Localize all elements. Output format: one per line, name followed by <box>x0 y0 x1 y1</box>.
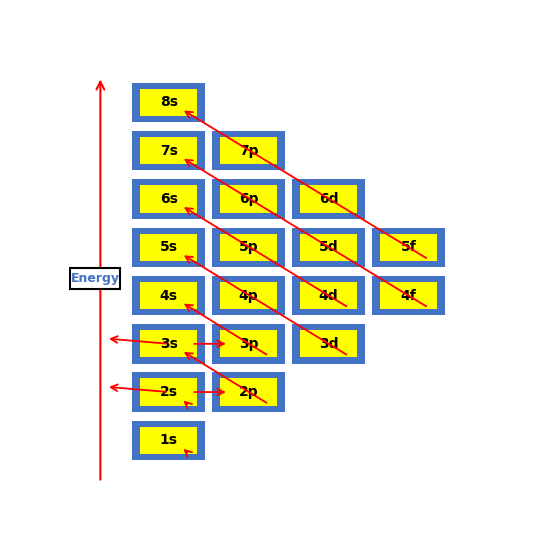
Bar <box>300 234 357 261</box>
Bar <box>132 179 205 219</box>
Bar <box>212 324 285 364</box>
Text: Energy: Energy <box>71 272 120 285</box>
Bar <box>140 427 198 454</box>
Text: 8s: 8s <box>160 96 178 109</box>
Bar <box>140 330 198 357</box>
Text: 4f: 4f <box>401 288 416 302</box>
Bar <box>292 228 365 267</box>
Bar <box>132 373 205 412</box>
Bar <box>140 185 198 213</box>
Text: 7s: 7s <box>160 144 178 158</box>
Bar <box>132 276 205 315</box>
Bar <box>220 234 277 261</box>
Bar <box>140 379 198 406</box>
Bar <box>212 179 285 219</box>
Bar <box>140 234 198 261</box>
Text: 5f: 5f <box>401 240 416 254</box>
Text: 5p: 5p <box>239 240 258 254</box>
Bar <box>212 228 285 267</box>
Text: 2s: 2s <box>160 385 178 399</box>
Bar <box>380 234 437 261</box>
Bar <box>70 268 120 289</box>
Text: 5s: 5s <box>160 240 178 254</box>
Bar <box>132 324 205 364</box>
Bar <box>132 83 205 122</box>
Bar <box>292 179 365 219</box>
Bar <box>212 276 285 315</box>
Text: 7p: 7p <box>239 144 258 158</box>
Bar <box>372 276 445 315</box>
Bar <box>220 137 277 164</box>
Text: 3p: 3p <box>239 337 258 351</box>
Bar <box>300 330 357 357</box>
Bar <box>300 282 357 309</box>
Text: 6d: 6d <box>319 192 338 206</box>
Bar <box>140 89 198 116</box>
Bar <box>132 228 205 267</box>
Bar <box>292 324 365 364</box>
Text: 4p: 4p <box>239 288 258 302</box>
Bar <box>380 282 437 309</box>
Text: 1s: 1s <box>160 433 178 447</box>
Bar <box>300 185 357 213</box>
Bar <box>212 131 285 171</box>
Bar <box>372 228 445 267</box>
Bar <box>220 282 277 309</box>
Bar <box>140 137 198 164</box>
Bar <box>132 421 205 460</box>
Text: 4s: 4s <box>160 288 178 302</box>
Bar <box>140 282 198 309</box>
Text: 3d: 3d <box>319 337 338 351</box>
Text: 6s: 6s <box>160 192 178 206</box>
Text: 4d: 4d <box>319 288 338 302</box>
Bar <box>220 185 277 213</box>
Bar <box>220 379 277 406</box>
Text: 2p: 2p <box>239 385 258 399</box>
Bar <box>212 373 285 412</box>
Bar <box>220 330 277 357</box>
Text: 5d: 5d <box>319 240 338 254</box>
Text: 6p: 6p <box>239 192 258 206</box>
Bar <box>292 276 365 315</box>
Text: 3s: 3s <box>160 337 178 351</box>
Bar <box>132 131 205 171</box>
